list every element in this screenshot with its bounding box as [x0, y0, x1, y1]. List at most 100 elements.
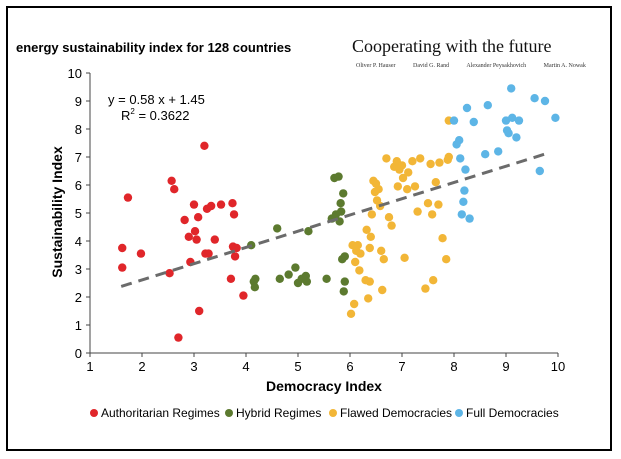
data-point	[275, 274, 284, 283]
x-tick-label: 7	[398, 359, 405, 374]
x-tick-label: 9	[502, 359, 509, 374]
data-point	[353, 241, 362, 250]
x-tick-label: 6	[346, 359, 353, 374]
data-point	[404, 168, 413, 177]
data-point	[200, 141, 209, 150]
x-tick-label: 8	[450, 359, 457, 374]
data-point	[229, 210, 239, 219]
data-point	[413, 207, 422, 216]
legend-swatch	[455, 409, 463, 417]
data-point	[469, 117, 478, 127]
data-point	[366, 232, 375, 241]
data-point	[165, 269, 174, 278]
data-point	[378, 285, 387, 295]
data-point	[339, 287, 348, 296]
data-point	[462, 103, 472, 113]
x-axis-label: Democracy Index	[266, 378, 382, 394]
data-point	[530, 94, 539, 103]
legend-label: Authoritarian Regimes	[101, 406, 220, 420]
data-point	[355, 266, 364, 275]
legend-swatch	[90, 409, 98, 417]
data-point	[512, 133, 521, 142]
data-point	[190, 227, 200, 236]
data-point	[123, 193, 133, 202]
data-point	[189, 200, 199, 209]
data-point	[250, 283, 260, 292]
data-point	[514, 116, 524, 125]
data-point	[535, 166, 544, 176]
trend-line	[120, 151, 549, 288]
y-tick-label: 8	[75, 122, 82, 137]
data-point	[304, 227, 313, 236]
data-point	[291, 263, 300, 272]
data-point	[226, 274, 236, 283]
trend-equation: y = 0.58 x + 1.45	[108, 92, 205, 107]
data-point	[481, 150, 490, 159]
data-point	[461, 165, 470, 174]
data-point	[551, 113, 560, 123]
x-tick-label: 4	[242, 359, 249, 374]
data-point	[239, 291, 248, 300]
data-point	[340, 252, 349, 261]
data-point	[483, 101, 492, 110]
data-point	[192, 235, 201, 244]
data-point	[365, 277, 374, 286]
data-point	[136, 249, 146, 258]
x-tick-label: 3	[190, 359, 197, 374]
y-tick-label: 1	[75, 318, 82, 333]
author-name: David G. Rand	[413, 63, 450, 69]
data-point	[442, 255, 451, 264]
legend-swatch	[329, 409, 337, 417]
data-point	[410, 182, 420, 191]
data-point	[362, 225, 371, 234]
data-point	[387, 221, 396, 230]
data-point	[431, 178, 440, 187]
data-point	[435, 158, 444, 167]
data-point	[397, 161, 407, 170]
data-point	[351, 257, 360, 267]
data-point	[230, 252, 240, 261]
data-point	[438, 234, 447, 243]
data-point	[427, 210, 437, 219]
data-point	[429, 276, 438, 285]
data-point	[206, 201, 216, 211]
data-point	[398, 173, 408, 183]
data-point	[349, 299, 359, 309]
data-point	[416, 154, 425, 163]
data-point	[184, 232, 193, 241]
data-point	[322, 274, 331, 283]
data-point	[180, 215, 189, 225]
data-point	[251, 274, 260, 283]
data-point	[459, 197, 468, 206]
data-point	[228, 199, 237, 208]
data-point	[507, 84, 516, 93]
legend-label: Flawed Democracies	[340, 406, 452, 420]
y-tick-label: 9	[75, 94, 82, 109]
data-point	[367, 210, 377, 219]
data-point	[377, 246, 386, 255]
r-squared-prefix: R	[121, 108, 130, 123]
data-point	[494, 147, 503, 156]
x-tick-label: 5	[294, 359, 301, 374]
data-point	[346, 309, 356, 318]
x-tick-label: 1	[86, 359, 93, 374]
data-point	[421, 284, 430, 293]
data-point	[356, 249, 365, 258]
y-tick-label: 4	[75, 234, 82, 249]
author-name: Alexander Peysakhovich	[466, 63, 527, 69]
data-point	[393, 182, 403, 191]
legend-swatch	[225, 409, 233, 417]
r-squared: R2 = 0.3622	[121, 107, 189, 123]
data-point	[216, 200, 226, 209]
data-point	[167, 176, 176, 185]
data-point	[400, 253, 409, 262]
data-point	[426, 159, 435, 169]
data-point	[193, 213, 203, 222]
x-tick-label: 10	[551, 359, 565, 374]
y-tick-label: 2	[75, 290, 82, 305]
y-ticks: 0 1 2 3 4 5 6 7 8 9 10	[68, 66, 90, 361]
data-point	[232, 243, 241, 253]
data-point	[403, 185, 412, 194]
data-point	[336, 199, 345, 208]
data-point	[434, 200, 443, 209]
